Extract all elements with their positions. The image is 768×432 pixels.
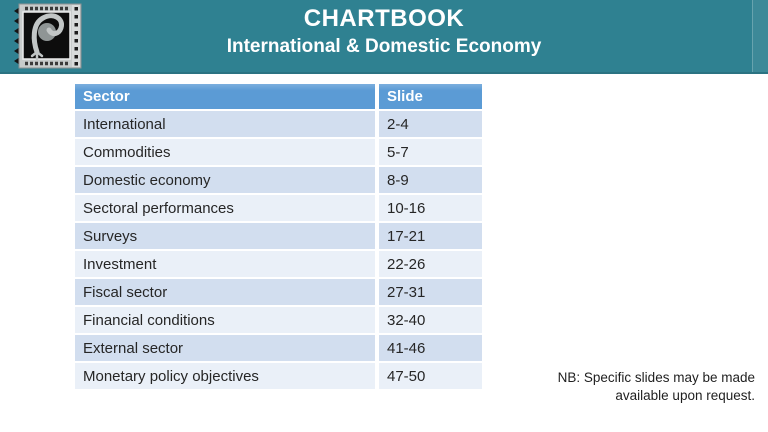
table-row-slide: 8-9 [379,167,482,193]
footer-note-line1: NB: Specific slides may be made [557,370,755,385]
table-row-slide: 22-26 [379,251,482,277]
table-row-slide: 5-7 [379,139,482,165]
table-row-slide: 41-46 [379,335,482,361]
table-row-sector: Investment [75,251,375,277]
table-row-sector: External sector [75,335,375,361]
footer-note-line2: available upon request. [615,388,755,403]
table-row-sector: Monetary policy objectives [75,363,375,389]
table-row-sector: Fiscal sector [75,279,375,305]
table-row-sector: International [75,111,375,137]
table-row-sector: Surveys [75,223,375,249]
table-row-slide: 32-40 [379,307,482,333]
footer-note: NB: Specific slides may be made availabl… [558,369,755,405]
table-row-slide: 47-50 [379,363,482,389]
table-row-sector: Domestic economy [75,167,375,193]
table-row-slide: 10-16 [379,195,482,221]
central-bank-stamp-logo-icon [14,3,82,69]
table-row-slide: 27-31 [379,279,482,305]
contents-table: Sector Slide International 2-4 Commoditi… [75,84,482,389]
table-row-sector: Commodities [75,139,375,165]
table-row-slide: 17-21 [379,223,482,249]
column-header-slide: Slide [379,84,482,109]
table-row-sector: Sectoral performances [75,195,375,221]
table-row-slide: 2-4 [379,111,482,137]
column-header-sector: Sector [75,84,375,109]
page-title: CHARTBOOK [303,5,465,32]
title-banner: CHARTBOOK International & Domestic Econo… [0,0,768,74]
table-row-sector: Financial conditions [75,307,375,333]
page-subtitle: International & Domestic Economy [226,36,542,57]
